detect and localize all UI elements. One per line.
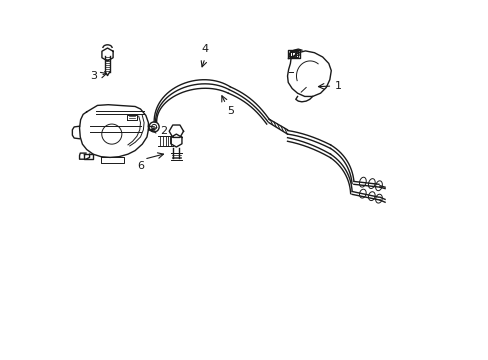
Text: 1: 1 <box>334 81 341 91</box>
Text: 6: 6 <box>137 161 143 171</box>
Text: 5: 5 <box>227 107 234 117</box>
Text: 3: 3 <box>90 71 97 81</box>
Text: 2: 2 <box>160 126 167 136</box>
Text: 4: 4 <box>201 45 208 54</box>
